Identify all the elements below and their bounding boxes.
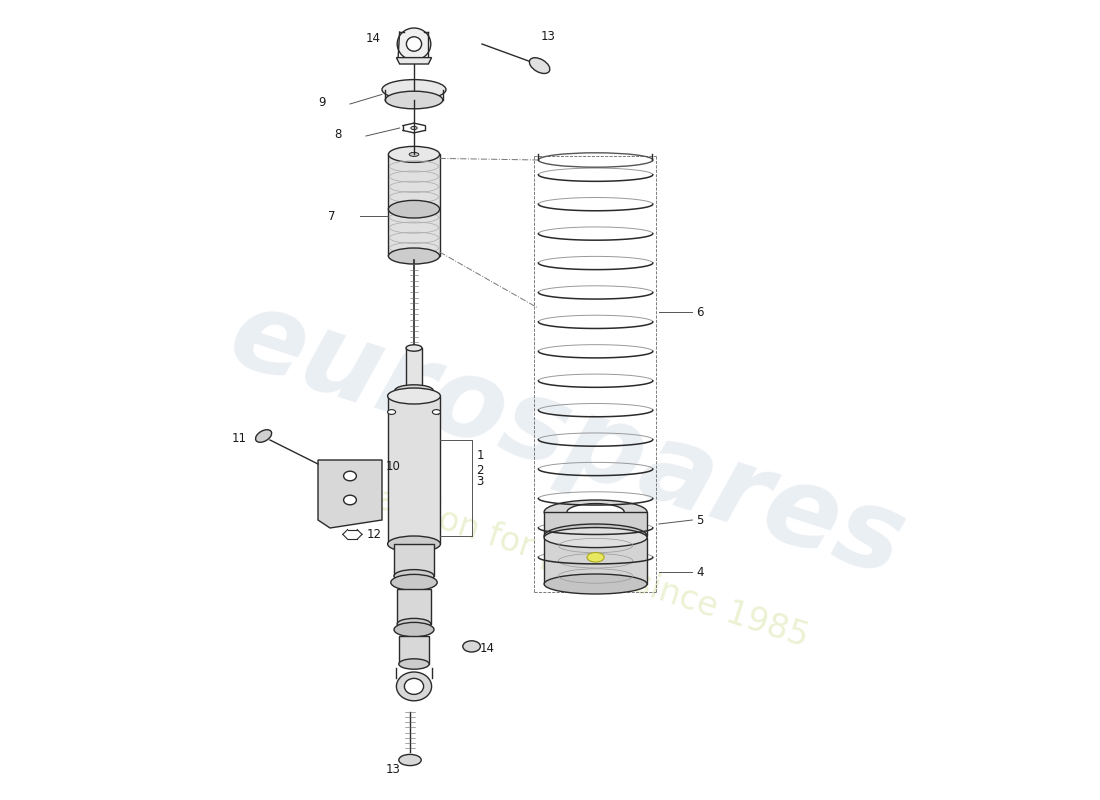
Ellipse shape [387, 536, 440, 552]
Ellipse shape [399, 754, 421, 766]
Ellipse shape [544, 574, 647, 594]
Ellipse shape [397, 618, 431, 630]
Bar [399, 636, 429, 664]
Ellipse shape [388, 248, 440, 264]
Ellipse shape [409, 153, 419, 157]
Ellipse shape [385, 91, 443, 109]
Text: 2: 2 [476, 464, 484, 477]
Ellipse shape [343, 471, 356, 481]
Text: 5: 5 [696, 514, 704, 526]
Polygon shape [318, 460, 382, 528]
Bar [406, 348, 422, 392]
Ellipse shape [397, 28, 431, 60]
Text: 10: 10 [386, 460, 400, 473]
Ellipse shape [566, 528, 624, 545]
Bar [394, 544, 435, 576]
Ellipse shape [399, 659, 429, 669]
Text: 11: 11 [232, 432, 246, 445]
Bar [388, 154, 440, 256]
Ellipse shape [432, 410, 440, 414]
Ellipse shape [544, 500, 647, 524]
Text: eurospares: eurospares [217, 281, 918, 599]
Text: 7: 7 [329, 210, 336, 222]
Bar [544, 512, 647, 536]
Ellipse shape [529, 58, 550, 74]
Ellipse shape [387, 410, 396, 414]
Ellipse shape [406, 345, 422, 351]
Text: 6: 6 [696, 306, 704, 318]
Text: 1: 1 [476, 450, 484, 462]
Ellipse shape [463, 641, 481, 652]
Ellipse shape [544, 528, 647, 547]
Ellipse shape [395, 385, 433, 396]
Text: 12: 12 [366, 528, 382, 541]
Ellipse shape [394, 570, 435, 582]
Ellipse shape [390, 574, 437, 590]
Ellipse shape [388, 201, 440, 218]
Ellipse shape [544, 524, 647, 548]
Text: 13: 13 [540, 30, 556, 42]
Ellipse shape [405, 678, 424, 694]
Text: 9: 9 [318, 96, 326, 109]
Polygon shape [396, 58, 431, 64]
Text: 14: 14 [366, 32, 381, 45]
Ellipse shape [388, 146, 440, 162]
Bar [387, 396, 440, 544]
Bar [397, 589, 431, 624]
Text: 14: 14 [480, 642, 495, 654]
Ellipse shape [410, 126, 417, 130]
Text: a passion for parts since 1985: a passion for parts since 1985 [322, 466, 813, 654]
Ellipse shape [587, 553, 604, 562]
Ellipse shape [394, 622, 435, 637]
Bar [544, 538, 647, 584]
Ellipse shape [396, 672, 431, 701]
Ellipse shape [343, 495, 356, 505]
Ellipse shape [387, 388, 440, 404]
Text: 3: 3 [476, 475, 484, 488]
Ellipse shape [406, 37, 421, 51]
Text: 8: 8 [334, 128, 341, 141]
Ellipse shape [255, 430, 272, 442]
Ellipse shape [566, 504, 624, 520]
Ellipse shape [382, 80, 446, 100]
Text: 13: 13 [386, 763, 400, 776]
Text: 4: 4 [696, 566, 704, 578]
